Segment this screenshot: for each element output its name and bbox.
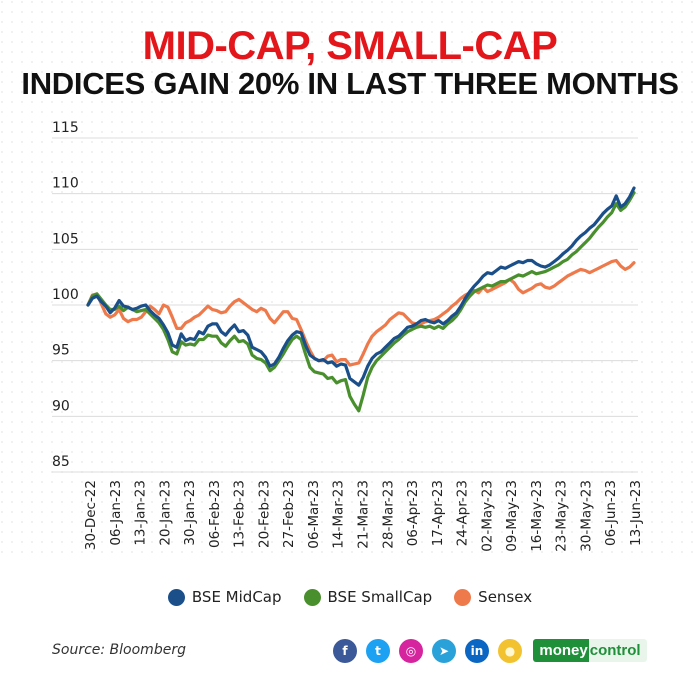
x-tick-label: 27-Feb-23 bbox=[281, 480, 297, 548]
series-line-bse-midcap bbox=[86, 186, 636, 387]
y-tick-label: 85 bbox=[52, 454, 70, 470]
x-tick-label: 14-Mar-23 bbox=[331, 480, 347, 549]
series-line-sensex bbox=[86, 258, 636, 367]
legend-label-smallcap: BSE SmallCap bbox=[327, 588, 433, 606]
x-tick-label: 30-Jan-23 bbox=[182, 480, 198, 546]
series-line-bse-smallcap bbox=[86, 191, 636, 413]
x-tick-label: 06-Feb-23 bbox=[207, 480, 223, 548]
y-tick-label: 110 bbox=[52, 176, 79, 192]
x-tick-label: 06-Mar-23 bbox=[306, 480, 322, 549]
legend-item-midcap: BSE MidCap bbox=[167, 588, 282, 606]
line-chart: 85 90 95 100 105 110 115 30-Dec-22 06-Jan-23 13-J… bbox=[52, 120, 644, 552]
linkedin-icon[interactable]: in bbox=[465, 639, 489, 663]
legend-dot-midcap bbox=[167, 588, 185, 606]
x-tick-label: 13-Jun-23 bbox=[628, 480, 644, 546]
x-tick-label: 24-Apr-23 bbox=[455, 480, 471, 546]
koo-icon[interactable]: ● bbox=[498, 639, 522, 663]
x-tick-label: 06-Jun-23 bbox=[603, 480, 619, 546]
x-tick-label: 13-Jan-23 bbox=[133, 480, 149, 546]
x-tick-label: 02-May-23 bbox=[479, 480, 495, 552]
x-tick-label: 20-Feb-23 bbox=[256, 480, 272, 548]
x-tick-label: 06-Apr-23 bbox=[405, 480, 421, 546]
title-line-1: MID-CAP, SMALL-CAP bbox=[142, 24, 558, 68]
source-note: Source: Bloomberg bbox=[52, 642, 186, 658]
x-tick-label: 09-May-23 bbox=[504, 480, 520, 552]
y-tick-label: 100 bbox=[52, 287, 79, 303]
y-tick-label: 95 bbox=[52, 343, 70, 359]
y-tick-label: 90 bbox=[52, 398, 70, 414]
legend-dot-sensex bbox=[454, 588, 472, 606]
x-tick-label: 20-Jan-23 bbox=[157, 480, 173, 546]
x-tick-label: 17-Apr-23 bbox=[430, 480, 446, 546]
chart-legend: BSE MidCap BSE SmallCap Sensex bbox=[0, 588, 700, 606]
y-tick-label: 115 bbox=[52, 120, 79, 136]
legend-item-smallcap: BSE SmallCap bbox=[303, 588, 433, 606]
social-links: f t ◎ ➤ in ● bbox=[333, 639, 522, 663]
x-tick-label: 30-Dec-22 bbox=[83, 480, 99, 550]
legend-label-midcap: BSE MidCap bbox=[191, 588, 282, 606]
facebook-icon[interactable]: f bbox=[333, 639, 357, 663]
x-tick-label: 13-Feb-23 bbox=[232, 480, 248, 548]
y-tick-label: 105 bbox=[52, 231, 79, 247]
legend-item-sensex: Sensex bbox=[454, 588, 532, 606]
x-tick-label: 06-Jan-23 bbox=[108, 480, 124, 546]
telegram-icon[interactable]: ➤ bbox=[432, 639, 456, 663]
x-tick-label: 23-May-23 bbox=[554, 480, 570, 552]
brand-part-2: control bbox=[588, 638, 647, 662]
moneycontrol-logo[interactable]: money control bbox=[530, 638, 650, 662]
brand-part-1: money bbox=[533, 638, 589, 662]
title-line-2: INDICES GAIN 20% IN LAST THREE MONTHS bbox=[21, 66, 679, 101]
legend-label-sensex: Sensex bbox=[478, 588, 533, 606]
x-tick-label: 21-Mar-23 bbox=[356, 480, 372, 549]
x-tick-label: 16-May-23 bbox=[529, 480, 545, 552]
x-tick-label: 28-Mar-23 bbox=[380, 480, 396, 549]
instagram-icon[interactable]: ◎ bbox=[399, 639, 423, 663]
legend-dot-smallcap bbox=[303, 588, 321, 606]
twitter-icon[interactable]: t bbox=[366, 639, 390, 663]
x-tick-label: 30-May-23 bbox=[578, 480, 594, 552]
